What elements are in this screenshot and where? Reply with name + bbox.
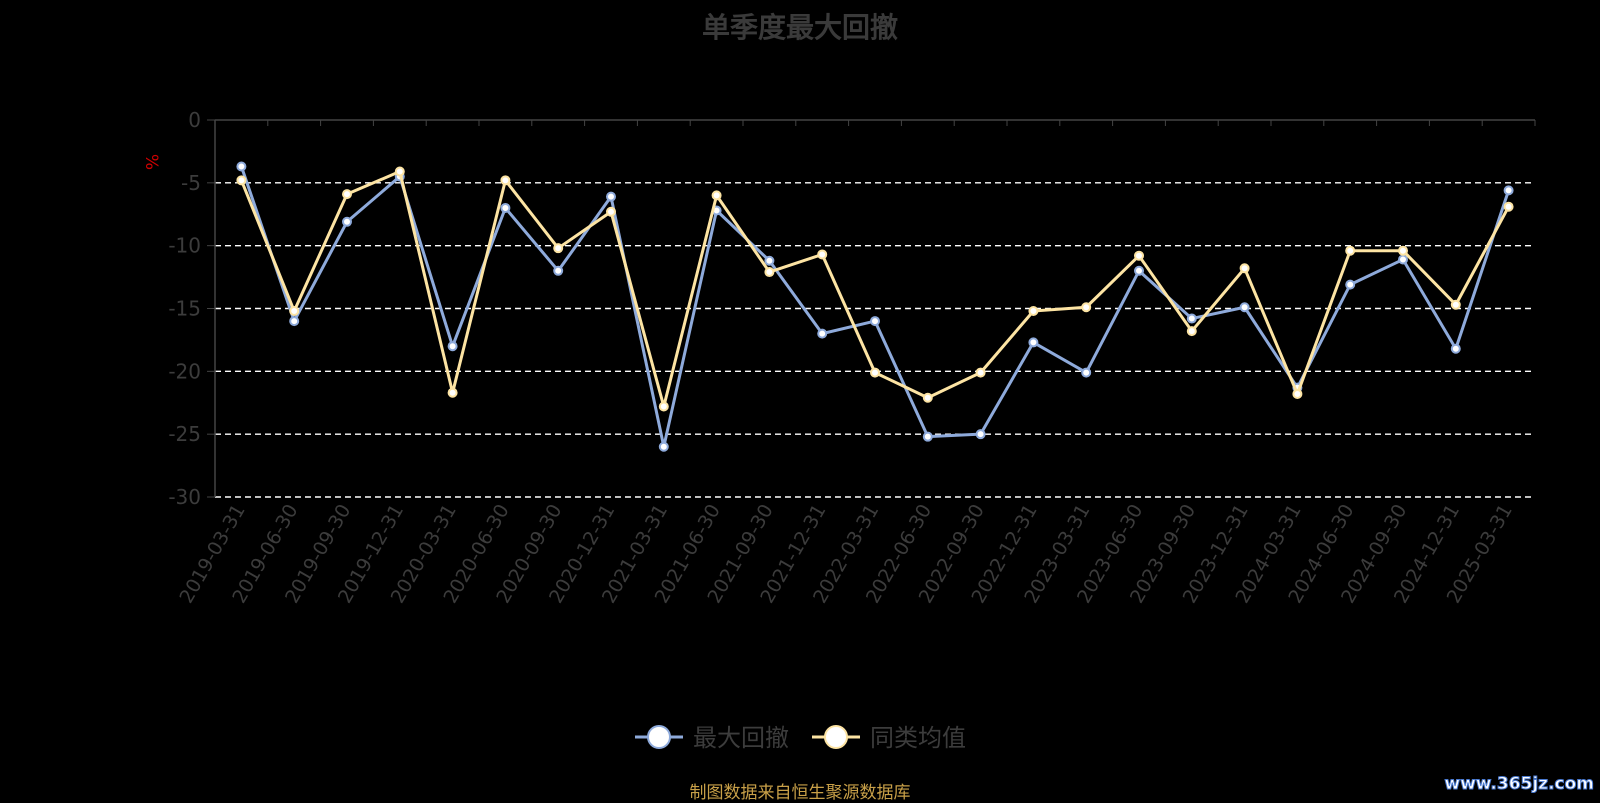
data-point xyxy=(236,175,247,186)
data-point xyxy=(922,392,933,403)
data-point xyxy=(764,255,775,266)
y-tick-label: -15 xyxy=(168,297,201,321)
data-point xyxy=(1239,263,1250,274)
legend-label: 同类均值 xyxy=(870,724,966,752)
data-point xyxy=(1503,185,1514,196)
x-tick-labels: 2019-03-312019-06-302019-09-302019-12-31… xyxy=(175,500,1516,607)
legend-item[interactable]: 最大回撤 xyxy=(635,724,789,752)
y-tick-label: 0 xyxy=(188,108,201,132)
data-point xyxy=(1081,367,1092,378)
data-point xyxy=(975,429,986,440)
data-point xyxy=(1450,299,1461,310)
data-point xyxy=(1186,326,1197,337)
series-max-drawdown xyxy=(236,161,1514,452)
data-point xyxy=(447,341,458,352)
legend-marker xyxy=(824,725,848,749)
data-point xyxy=(289,316,300,327)
data-point xyxy=(658,441,669,452)
data-point xyxy=(1028,337,1039,348)
data-point xyxy=(658,401,669,412)
watermark: www.365jz.com xyxy=(1444,774,1595,795)
data-source-note: 制图数据来自恒生聚源数据库 xyxy=(689,783,911,803)
y-tick-label: -20 xyxy=(168,359,201,383)
data-point xyxy=(1398,254,1408,265)
chart-title: 单季度最大回撤 xyxy=(701,11,898,44)
legend-label: 最大回撤 xyxy=(693,724,789,752)
data-point xyxy=(1503,201,1514,212)
data-point xyxy=(711,190,722,201)
data-point xyxy=(1081,302,1092,313)
data-point xyxy=(1239,302,1250,313)
data-point xyxy=(922,431,933,442)
data-point xyxy=(606,191,616,202)
data-point xyxy=(870,367,880,378)
data-point xyxy=(447,387,458,398)
data-point xyxy=(394,166,405,177)
legend-marker xyxy=(647,725,671,749)
data-point xyxy=(1398,245,1408,256)
data-point xyxy=(764,267,775,278)
data-point xyxy=(817,328,828,339)
y-tick-label: -30 xyxy=(168,485,201,509)
data-point xyxy=(289,306,300,317)
data-point xyxy=(606,206,616,217)
data-point xyxy=(236,161,247,172)
data-point xyxy=(500,202,511,213)
data-point xyxy=(342,189,352,200)
data-point xyxy=(975,367,986,378)
series-peer-average xyxy=(236,166,1514,412)
data-point xyxy=(500,175,511,186)
data-point xyxy=(1028,306,1039,317)
data-point xyxy=(553,243,564,254)
data-point xyxy=(1134,265,1144,276)
series-lines xyxy=(236,161,1514,452)
y-tick-labels: 0 -5 -10 -15 -20 -25 -30 xyxy=(168,108,201,509)
axes xyxy=(207,119,1536,498)
data-point xyxy=(342,216,352,227)
y-axis-unit: % xyxy=(141,154,161,170)
y-tick-label: -10 xyxy=(168,234,201,258)
y-tick-label: -5 xyxy=(181,171,201,195)
data-point xyxy=(1186,313,1197,324)
legend[interactable]: 最大回撤 同类均值 xyxy=(635,724,966,752)
gridlines xyxy=(215,182,1535,498)
legend-item[interactable]: 同类均值 xyxy=(812,724,966,752)
data-point xyxy=(553,265,564,276)
data-point xyxy=(1345,279,1356,290)
data-point xyxy=(1345,245,1356,256)
data-point xyxy=(1450,343,1461,354)
y-tick-label: -25 xyxy=(168,422,201,446)
data-point xyxy=(1134,250,1144,261)
data-point xyxy=(1292,388,1303,399)
data-point xyxy=(817,249,828,260)
data-point xyxy=(870,316,880,327)
